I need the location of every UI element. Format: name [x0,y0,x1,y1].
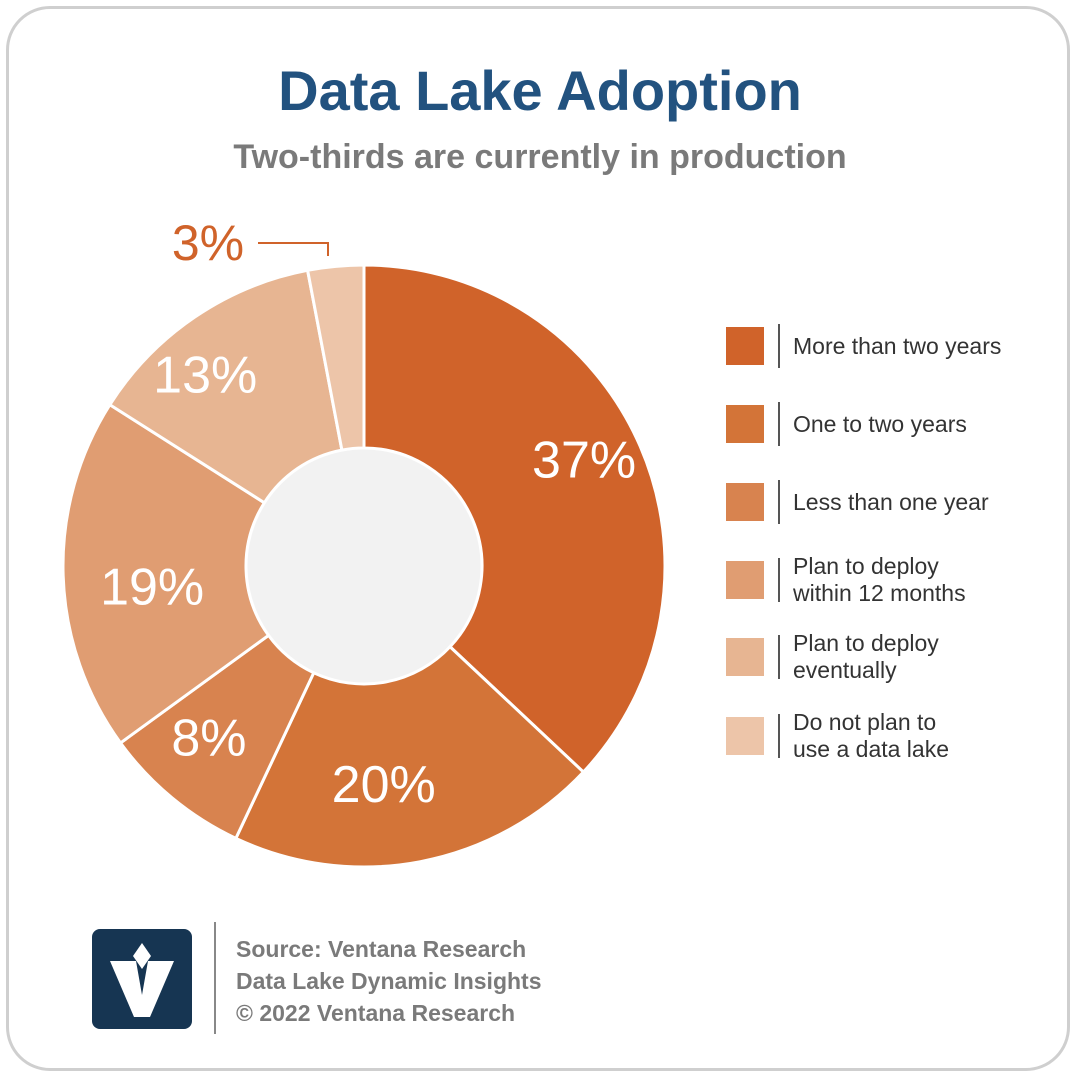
legend-separator [778,480,780,524]
legend-separator [778,558,780,602]
footer-copyright: © 2022 Ventana Research [236,1000,516,1026]
donut-slice [233,644,586,869]
donut-hole [247,449,481,683]
footer-divider [214,922,216,1034]
chart-title: Data Lake Adoption [278,59,802,122]
legend-swatch [726,405,764,443]
legend-item: More than two years [726,318,1001,374]
chart-subtitle: Two-thirds are currently in production [233,138,847,176]
legend-swatch [726,717,764,755]
legend-label: Plan to deploy eventually [793,630,939,683]
legend-label: More than two years [793,332,1002,359]
footer-source: Source: Ventana Research [236,936,527,962]
legend-item: Plan to deploy eventually [726,629,939,685]
slice-value-label: 8% [171,710,246,768]
callout-leader-line [258,242,329,256]
legend-item: Less than one year [726,474,989,530]
legend-swatch [726,483,764,521]
legend-label: One to two years [793,410,967,437]
slice-value-label: 3% [172,215,244,271]
legend-item: Plan to deploy within 12 months [726,552,966,608]
legend-swatch [726,638,764,676]
legend-label: Less than one year [793,488,989,515]
legend-separator [778,635,780,679]
legend-swatch [726,327,764,365]
legend-item: Do not plan to use a data lake [726,708,949,764]
slice-value-label: 37% [532,431,636,489]
slice-value-label: 19% [100,559,204,617]
donut-slice [362,263,667,775]
donut-slice [61,402,271,746]
footer-report: Data Lake Dynamic Insights [236,968,542,994]
legend-separator [778,402,780,446]
legend-item: One to two years [726,396,967,452]
slice-value-label: 20% [332,756,436,814]
donut-slice [107,268,344,505]
legend-label: Plan to deploy within 12 months [793,553,966,606]
ventana-logo-icon [92,929,192,1029]
legend-separator [778,324,780,368]
donut-slice [305,263,366,452]
legend-separator [778,714,780,758]
slice-value-label: 13% [153,346,257,404]
footer-source-block: Source: Ventana Research Data Lake Dynam… [236,933,542,1029]
legend-label: Do not plan to use a data lake [793,709,950,762]
legend-swatch [726,561,764,599]
